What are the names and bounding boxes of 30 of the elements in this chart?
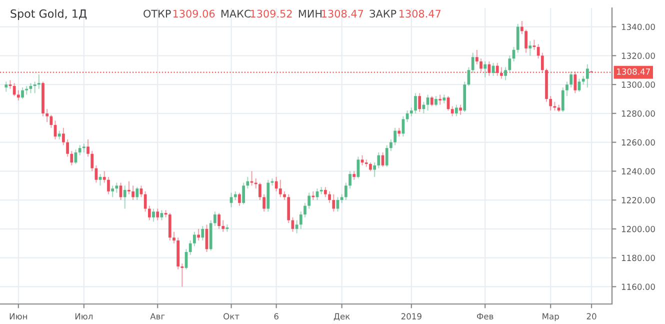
ref-line-label: 1308.47 <box>617 68 650 75</box>
annotation: МИН <box>298 10 322 18</box>
annotation: МАКС <box>221 10 251 18</box>
x-tick-label: Фев <box>476 313 494 320</box>
x-tick-label: 20 <box>586 313 596 320</box>
annotation: 1308.47 <box>322 10 364 18</box>
x-tick-label: Авг <box>150 313 165 320</box>
y-tick-label: 1220.00 <box>622 197 655 204</box>
y-tick-label: 1340.00 <box>622 24 655 30</box>
y-tick-label: 1200.00 <box>622 226 655 232</box>
y-tick-label: 1180.00 <box>622 254 655 262</box>
y-tick-label: 1300.00 <box>622 82 655 88</box>
annotation: 1309.52 <box>250 10 292 18</box>
x-tick-label: 2019 <box>401 313 422 320</box>
y-tick-label: 1320.00 <box>622 52 655 59</box>
chart-title: Spot Gold, 1Д <box>10 9 87 20</box>
annotation: ОТКР <box>144 10 171 18</box>
y-tick-label: 1240.00 <box>622 168 655 174</box>
x-tick-label: 6 <box>274 313 278 320</box>
x-tick-label: Июл <box>75 313 93 320</box>
x-tick-label: Окт <box>224 313 240 320</box>
x-tick-label: Мар <box>542 313 559 322</box>
annotation: 1308.47 <box>399 10 441 18</box>
y-tick-label: 1260.00 <box>622 139 655 146</box>
y-tick-label: 1280.00 <box>622 110 655 117</box>
x-tick-label: Дек <box>334 313 350 321</box>
y-tick-label: 1160.00 <box>622 284 655 290</box>
annotation: 1309.06 <box>173 10 215 18</box>
annotation: ЗАКР <box>370 10 396 18</box>
x-tick-label: Июн <box>10 313 28 320</box>
